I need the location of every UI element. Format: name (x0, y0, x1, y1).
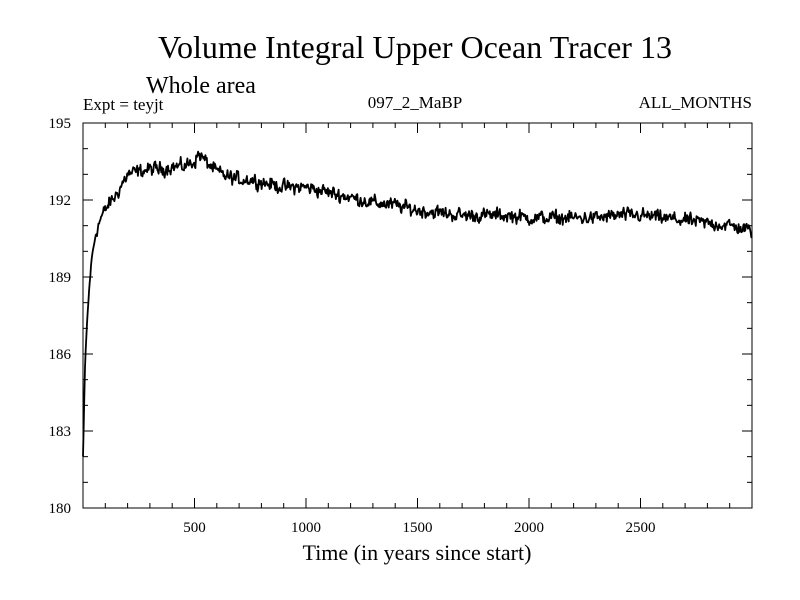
y-axis: 180 183 186 189 192 195 (49, 116, 752, 517)
y-tick-label: 183 (49, 424, 72, 440)
x-tick-label: 2000 (514, 520, 544, 536)
x-tick-label: 2500 (626, 520, 656, 536)
annotation-months: ALL_MONTHS (639, 93, 752, 112)
series-line (82, 150, 753, 457)
annotation-run-id: 097_2_MaBP (368, 93, 462, 112)
x-tick-label: 500 (183, 520, 206, 536)
plot-frame (82, 122, 753, 509)
x-tick-label: 1000 (291, 520, 321, 536)
y-tick-label: 192 (49, 193, 72, 209)
y-tick-label: 186 (49, 347, 72, 363)
y-tick-label: 180 (49, 501, 72, 517)
y-tick-label: 189 (49, 270, 72, 286)
series-group (82, 150, 753, 457)
y-tick-label: 195 (49, 116, 72, 132)
chart-title: Volume Integral Upper Ocean Tracer 13 (158, 29, 672, 65)
x-axis: 500 1000 1500 2000 2500 (104, 123, 731, 536)
chart-subtitle: Whole area (146, 73, 256, 99)
annotation-experiment: Expt = teyjt (83, 95, 164, 114)
x-tick-label: 1500 (403, 520, 433, 536)
x-axis-label: Time (in years since start) (303, 540, 532, 565)
